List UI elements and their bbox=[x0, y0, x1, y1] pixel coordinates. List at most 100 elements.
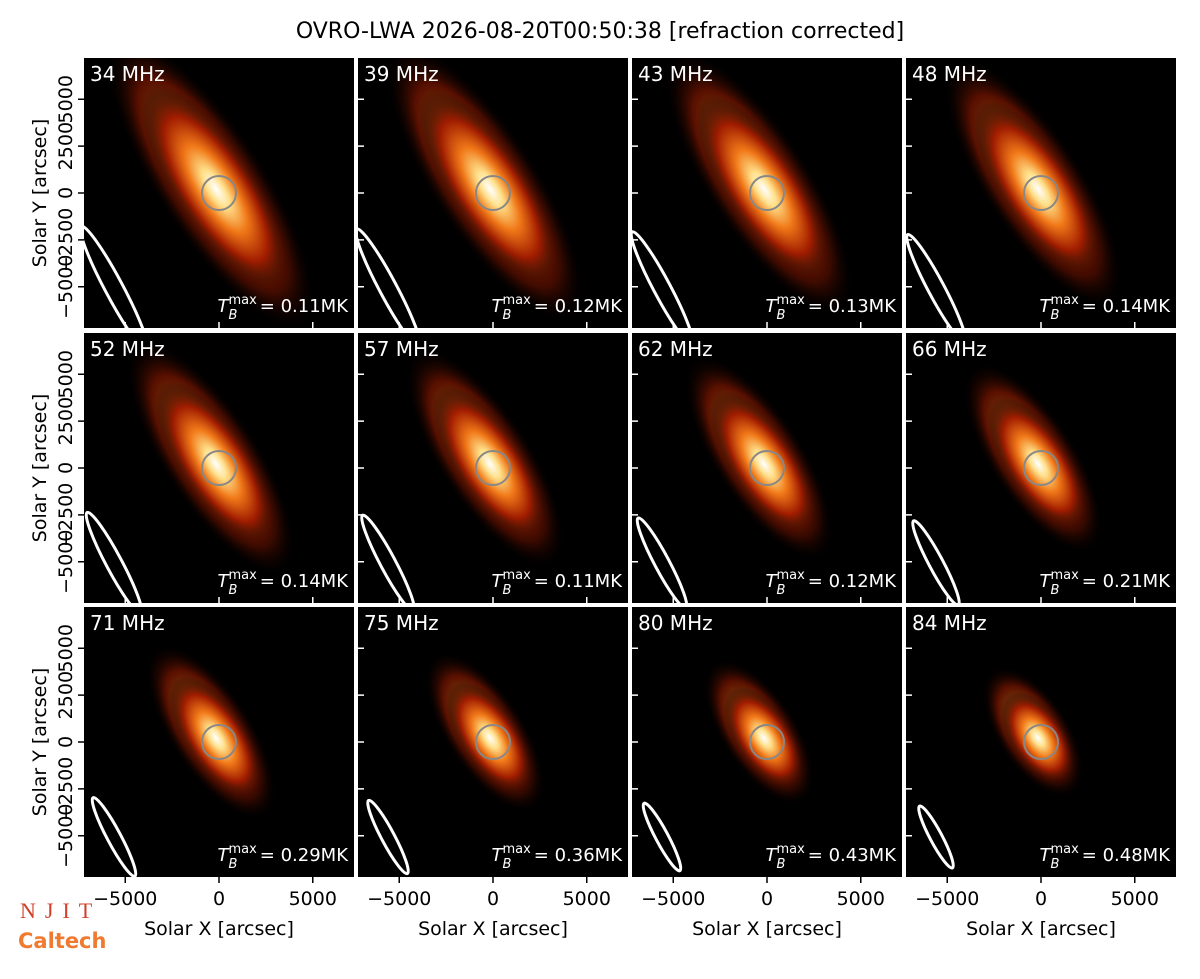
tb-sup: max bbox=[776, 293, 805, 308]
panel-title: 39 MHz bbox=[364, 62, 439, 86]
y-tick-label: 5000 bbox=[55, 75, 77, 123]
y-tick-label: 5000 bbox=[55, 624, 77, 672]
tb-sub: B bbox=[229, 583, 238, 598]
tb-symbol: T bbox=[218, 845, 231, 866]
tb-sub: B bbox=[777, 857, 786, 872]
emission bbox=[974, 101, 1102, 277]
solar-disk bbox=[201, 724, 237, 760]
tb-sub: B bbox=[777, 583, 786, 598]
panel bbox=[84, 58, 354, 328]
tb-symbol: T bbox=[492, 571, 505, 592]
y-tick-label: 2500 bbox=[55, 397, 77, 445]
x-axis-label: Solar X [arcsec] bbox=[692, 918, 842, 940]
tb-value: = 0.29MK bbox=[260, 845, 349, 866]
emission bbox=[696, 96, 832, 282]
figure-title: OVRO-LWA 2026-08-20T00:50:38 [refraction… bbox=[296, 19, 904, 44]
tb-value: = 0.11MK bbox=[260, 296, 349, 317]
y-tick-label: 0 bbox=[55, 187, 77, 199]
emission bbox=[433, 386, 547, 542]
y-tick-label: 0 bbox=[55, 462, 77, 474]
panel-title: 62 MHz bbox=[638, 337, 713, 361]
y-axis-label: Solar Y [arcsec] bbox=[29, 119, 51, 267]
tb-sup: max bbox=[228, 568, 257, 583]
panel bbox=[358, 333, 628, 603]
emission bbox=[419, 91, 561, 287]
panel-title: 66 MHz bbox=[912, 337, 987, 361]
panel bbox=[632, 607, 902, 877]
tb-value: = 0.12MK bbox=[534, 296, 623, 317]
x-tick-label: −5000 bbox=[367, 888, 431, 910]
panel-title: 43 MHz bbox=[638, 62, 713, 86]
x-tick-label: 0 bbox=[487, 888, 499, 910]
tb-annotation: TBmax = 0.12MK bbox=[766, 568, 898, 598]
solar-disk bbox=[475, 175, 511, 211]
tb-annotation: TBmax = 0.12MK bbox=[492, 293, 624, 323]
tb-annotation: TBmax = 0.11MK bbox=[492, 568, 624, 598]
tb-annotation: TBmax = 0.36MK bbox=[492, 842, 624, 872]
panel bbox=[84, 333, 354, 603]
tb-sup: max bbox=[502, 568, 531, 583]
x-tick-label: 0 bbox=[761, 888, 773, 910]
tb-value: = 0.14MK bbox=[260, 571, 349, 592]
tb-value: = 0.43MK bbox=[808, 845, 897, 866]
y-tick-label: −5000 bbox=[55, 530, 77, 594]
x-tick-label: −5000 bbox=[641, 888, 705, 910]
y-tick-label: −2500 bbox=[55, 208, 77, 272]
beam bbox=[90, 796, 138, 877]
y-tick-label: −2500 bbox=[55, 483, 77, 547]
y-tick-label: −2500 bbox=[55, 757, 77, 821]
x-tick-label: 0 bbox=[213, 888, 225, 910]
panel-title: 80 MHz bbox=[638, 611, 713, 635]
tb-symbol: T bbox=[218, 571, 231, 592]
tb-symbol: T bbox=[492, 296, 505, 317]
emission bbox=[723, 686, 805, 790]
panel-title: 52 MHz bbox=[90, 337, 165, 361]
panel bbox=[358, 58, 628, 328]
panel-title: 75 MHz bbox=[364, 611, 439, 635]
tb-symbol: T bbox=[766, 296, 779, 317]
panel bbox=[906, 607, 1176, 877]
tb-annotation: TBmax = 0.21MK bbox=[1040, 568, 1172, 598]
x-tick-label: 5000 bbox=[837, 888, 885, 910]
x-axis-label: Solar X [arcsec] bbox=[144, 918, 294, 940]
tb-annotation: TBmax = 0.43MK bbox=[766, 842, 898, 872]
tb-symbol: T bbox=[492, 845, 505, 866]
solar-disk bbox=[201, 450, 237, 486]
solar-disk bbox=[1023, 175, 1059, 211]
tb-symbol: T bbox=[766, 571, 779, 592]
tb-sub: B bbox=[1051, 583, 1060, 598]
x-tick-label: −5000 bbox=[915, 888, 979, 910]
tb-sub: B bbox=[229, 308, 238, 323]
tb-sub: B bbox=[503, 857, 512, 872]
tb-annotation: TBmax = 0.14MK bbox=[1040, 293, 1172, 323]
tb-sup: max bbox=[502, 293, 531, 308]
solar-disk bbox=[749, 450, 785, 486]
tb-sup: max bbox=[1050, 842, 1079, 857]
tb-symbol: T bbox=[1040, 296, 1053, 317]
y-tick-label: 2500 bbox=[55, 671, 77, 719]
tb-sub: B bbox=[1051, 308, 1060, 323]
solar-disk bbox=[749, 175, 785, 211]
tb-sup: max bbox=[1050, 568, 1079, 583]
panel bbox=[632, 333, 902, 603]
panel bbox=[632, 58, 902, 328]
tb-sub: B bbox=[777, 308, 786, 323]
tb-value: = 0.48MK bbox=[1082, 845, 1171, 866]
y-tick-label: 0 bbox=[55, 736, 77, 748]
tb-sub: B bbox=[1051, 857, 1060, 872]
panel-title: 48 MHz bbox=[912, 62, 987, 86]
x-tick-label: 0 bbox=[1035, 888, 1047, 910]
tb-symbol: T bbox=[218, 296, 231, 317]
panel bbox=[84, 607, 354, 877]
beam bbox=[635, 516, 689, 603]
panel bbox=[906, 58, 1176, 328]
beam bbox=[641, 801, 683, 873]
solar-disk bbox=[475, 724, 511, 760]
tb-value: = 0.12MK bbox=[808, 571, 897, 592]
beam bbox=[358, 227, 422, 328]
tb-sup: max bbox=[776, 842, 805, 857]
tb-sub: B bbox=[503, 583, 512, 598]
x-tick-label: 5000 bbox=[1111, 888, 1159, 910]
tb-annotation: TBmax = 0.14MK bbox=[218, 568, 350, 598]
logo-caltech: Caltech bbox=[18, 929, 106, 953]
